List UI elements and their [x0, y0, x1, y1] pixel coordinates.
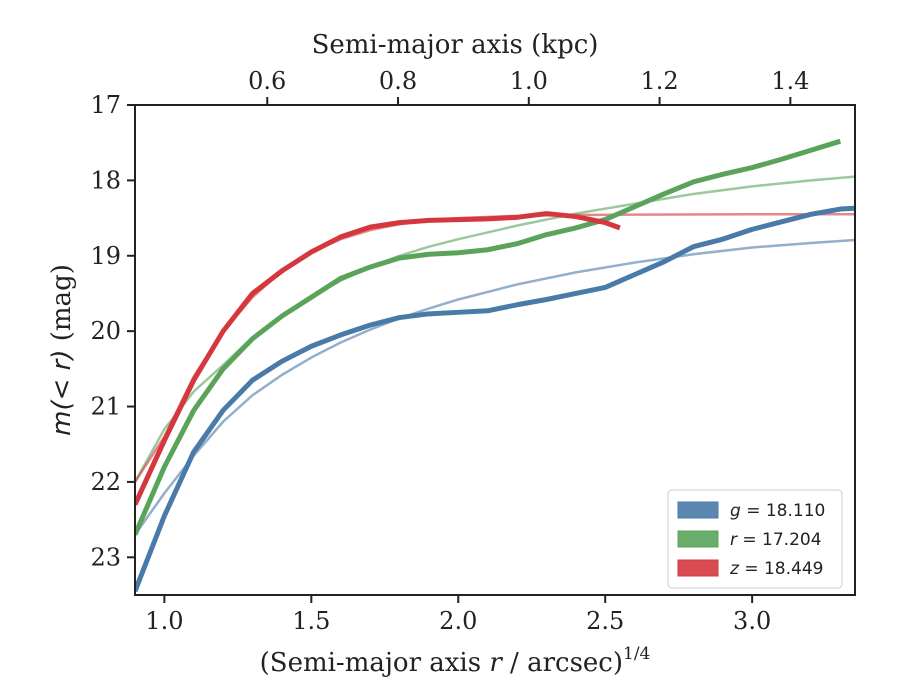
- top-tick-label: 1.2: [640, 67, 678, 95]
- y-axis-title-unit: (mag): [47, 264, 77, 349]
- axes-layer: 1.0 1.5 2.0 2.5 3.0 0.6 0.8 1.0 1.2 1.4 17 18 19 20 21…: [90, 67, 809, 635]
- top-tick-label: 1.4: [771, 67, 809, 95]
- data-line-g: [135, 205, 855, 593]
- top-tick-label: 0.6: [248, 67, 286, 95]
- y-tick-label: 23: [90, 543, 121, 571]
- y-tick-label: 20: [90, 317, 121, 345]
- legend-swatch-r: [677, 530, 719, 548]
- x-axis-title-sup: 1/4: [623, 644, 650, 664]
- y-axis-title: m(< r) (mag): [47, 264, 77, 436]
- legend-label-r: r = 17.204: [730, 530, 822, 550]
- y-tick-label: 22: [90, 468, 121, 496]
- legend-label-z: z = 18.449: [729, 559, 823, 579]
- x-tick-label: 1.5: [292, 607, 330, 635]
- x-axis-title: (Semi-major axis r / arcsec)1/4: [260, 644, 651, 678]
- y-tick-label: 18: [90, 166, 121, 194]
- data-line-z: [135, 211, 621, 506]
- top-axis-title: Semi-major axis (kpc): [312, 30, 599, 60]
- legend: g = 18.110 r = 17.204 z = 18.449: [667, 489, 843, 589]
- y-tick-label: 19: [90, 242, 121, 270]
- legend-swatch-z: [677, 559, 719, 577]
- x-tick-label: 3.0: [733, 607, 771, 635]
- y-tick-label: 21: [90, 393, 121, 421]
- data-line-r: [135, 138, 842, 536]
- y-tick-label: 17: [90, 91, 121, 119]
- legend-label-g: g = 18.110: [730, 501, 825, 521]
- x-axis-title-var: r: [489, 648, 503, 678]
- x-tick-label: 2.0: [439, 607, 477, 635]
- top-tick-label: 0.8: [379, 67, 417, 95]
- series-layer: [135, 138, 855, 593]
- plot-frame: [134, 104, 856, 596]
- top-tick-label: 1.0: [510, 67, 548, 95]
- x-tick-label: 1.0: [145, 607, 183, 635]
- x-tick-label: 2.5: [586, 607, 624, 635]
- x-axis-title-mid: / arcsec): [502, 648, 623, 678]
- legend-swatch-g: [677, 501, 719, 519]
- x-axis-title-prefix: (Semi-major axis: [260, 648, 490, 678]
- y-axis-title-var: m(< r): [47, 350, 77, 436]
